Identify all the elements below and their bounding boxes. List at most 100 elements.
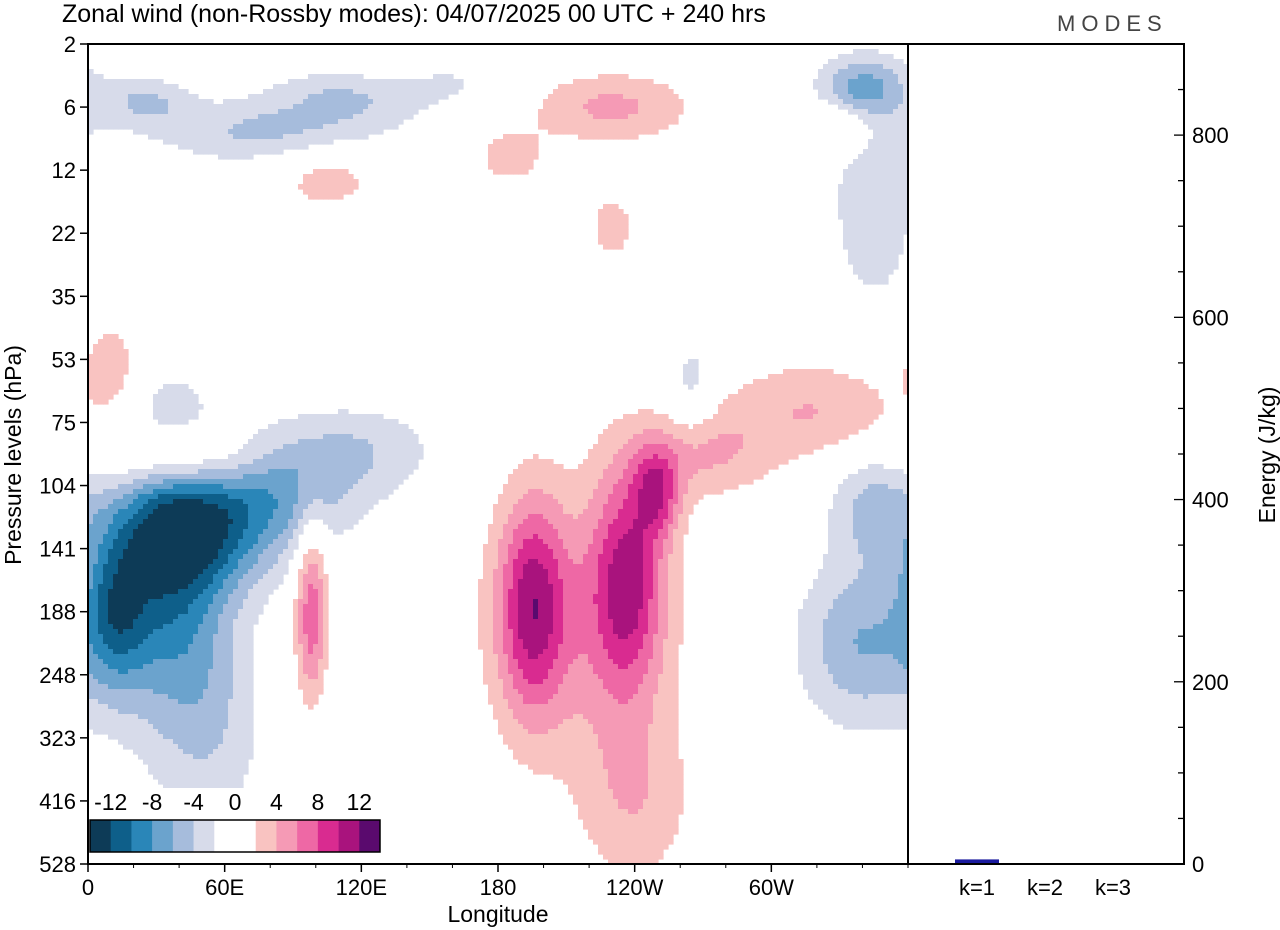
field-cell	[788, 369, 794, 375]
field-cell	[148, 534, 154, 540]
field-cell	[903, 89, 909, 95]
field-cell	[783, 384, 789, 390]
field-cell	[403, 469, 409, 475]
field-cell	[863, 539, 869, 545]
field-cell	[338, 84, 344, 90]
field-cell	[308, 124, 314, 130]
field-cell	[888, 269, 894, 275]
field-cell	[628, 544, 634, 550]
field-cell	[658, 524, 664, 530]
field-cell	[873, 179, 879, 185]
field-cell	[598, 114, 604, 120]
field-cell	[578, 99, 584, 105]
field-cell	[883, 64, 889, 70]
field-cell	[203, 499, 209, 505]
field-cell	[308, 99, 314, 105]
field-cell	[153, 529, 159, 535]
field-cell	[263, 479, 269, 485]
field-cell	[588, 449, 594, 455]
field-cell	[218, 519, 224, 525]
field-cell	[578, 504, 584, 510]
field-cell	[373, 484, 379, 490]
field-cell	[188, 114, 194, 120]
field-cell	[158, 104, 164, 110]
field-cell	[208, 504, 214, 510]
field-cell	[253, 114, 259, 120]
field-cell	[368, 449, 374, 455]
field-cell	[218, 479, 224, 485]
field-cell	[88, 129, 94, 135]
field-cell	[418, 94, 424, 100]
field-cell	[248, 479, 254, 485]
field-cell	[878, 134, 884, 140]
field-cell	[828, 409, 834, 415]
field-cell	[133, 484, 139, 490]
field-cell	[808, 384, 814, 390]
field-cell	[488, 549, 494, 555]
field-cell	[353, 509, 359, 515]
field-cell	[598, 119, 604, 125]
field-cell	[103, 339, 109, 345]
field-cell	[128, 539, 134, 545]
field-cell	[498, 539, 504, 545]
field-cell	[903, 124, 909, 130]
field-cell	[848, 79, 854, 85]
field-cell	[623, 459, 629, 465]
field-cell	[198, 109, 204, 115]
field-cell	[723, 459, 729, 465]
field-cell	[598, 104, 604, 110]
field-cell	[288, 139, 294, 145]
field-cell	[733, 449, 739, 455]
field-cell	[138, 484, 144, 490]
field-cell	[738, 454, 744, 460]
field-cell	[763, 464, 769, 470]
field-cell	[823, 69, 829, 75]
field-cell	[98, 89, 104, 95]
field-cell	[673, 479, 679, 485]
field-cell	[733, 429, 739, 435]
field-cell	[218, 119, 224, 125]
field-cell	[378, 89, 384, 95]
field-cell	[323, 174, 329, 180]
field-cell	[263, 489, 269, 495]
field-cell	[128, 479, 134, 485]
field-cell	[763, 449, 769, 455]
field-cell	[253, 484, 259, 490]
field-cell	[223, 524, 229, 530]
field-cell	[873, 524, 879, 530]
field-cell	[253, 504, 259, 510]
field-cell	[848, 534, 854, 540]
field-cell	[873, 214, 879, 220]
field-cell	[893, 79, 899, 85]
field-cell	[373, 94, 379, 100]
field-cell	[203, 479, 209, 485]
field-cell	[413, 79, 419, 85]
field-cell	[188, 104, 194, 110]
field-cell	[263, 519, 269, 525]
field-cell	[708, 469, 714, 475]
field-cell	[213, 479, 219, 485]
field-cell	[348, 484, 354, 490]
field-cell	[363, 444, 369, 450]
field-cell	[863, 394, 869, 400]
field-cell	[848, 84, 854, 90]
field-cell	[743, 464, 749, 470]
field-cell	[873, 494, 879, 500]
field-cell	[743, 409, 749, 415]
field-cell	[173, 124, 179, 130]
field-cell	[873, 54, 879, 60]
field-cell	[863, 414, 869, 420]
field-cell	[683, 469, 689, 475]
field-cell	[763, 384, 769, 390]
field-cell	[398, 439, 404, 445]
field-cell	[593, 79, 599, 85]
field-cell	[858, 244, 864, 250]
field-cell	[98, 349, 104, 355]
field-cell	[618, 89, 624, 95]
field-cell	[628, 524, 634, 530]
field-cell	[228, 469, 234, 475]
field-cell	[103, 394, 109, 400]
field-cell	[198, 144, 204, 150]
field-cell	[173, 139, 179, 145]
field-cell	[298, 89, 304, 95]
